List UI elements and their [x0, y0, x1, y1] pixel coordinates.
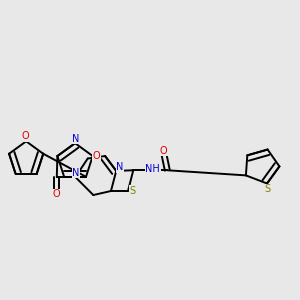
- Text: O: O: [160, 146, 167, 156]
- Text: N: N: [72, 134, 79, 144]
- Text: N: N: [116, 162, 124, 172]
- Text: N: N: [72, 168, 80, 178]
- Text: NH: NH: [146, 164, 160, 174]
- Text: S: S: [129, 186, 135, 196]
- Text: O: O: [53, 189, 61, 199]
- Text: O: O: [93, 151, 100, 161]
- Text: O: O: [21, 131, 29, 141]
- Text: S: S: [265, 184, 271, 194]
